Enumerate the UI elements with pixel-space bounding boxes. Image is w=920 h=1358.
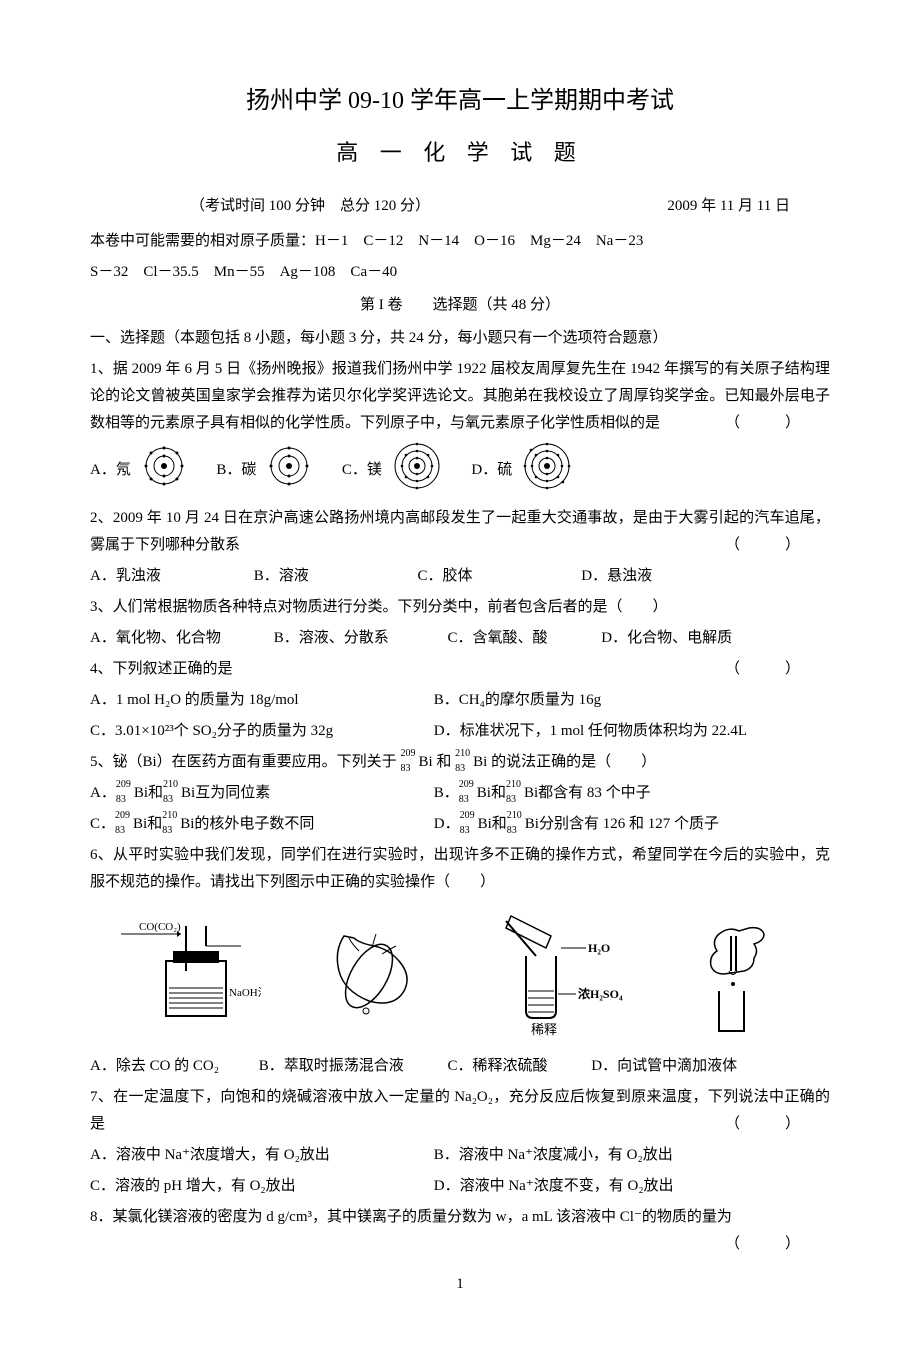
diagram-a: CO(CO₂) NaOH溶液 (111, 916, 261, 1043)
q3-optA: A．氧化物、化合物 (90, 625, 270, 652)
q7-paren: （ ） (725, 1111, 800, 1138)
q6-optC: C．稀释浓硫酸 (448, 1053, 588, 1080)
q6-options: A．除去 CO 的 CO₂ B．萃取时振荡混合液 C．稀释浓硫酸 D．向试管中滴… (90, 1053, 830, 1080)
atom-ne-icon (141, 443, 187, 499)
title-main: 扬州中学 09-10 学年高一上学期期中考试 (90, 80, 830, 123)
q8-body: 8．某氯化镁溶液的密度为 d g/cm³，其中镁离子的质量分数为 w，a mL … (90, 1209, 732, 1225)
diagram-c: H₂O 浓H₂SO₄ 稀释 (476, 906, 626, 1043)
label-h2o: H₂O (588, 941, 610, 955)
q7-optD: D．溶液中 Na⁺浓度不变，有 O₂放出 (434, 1173, 674, 1200)
q5-optC: C．20983Bi 和 21083Bi 的核外电子数不同 (90, 811, 430, 838)
section-1-desc: 一、选择题（本题包括 8 小题，每小题 3 分，共 24 分，每小题只有一个选项… (90, 325, 830, 352)
q3-options: A．氧化物、化合物 B．溶液、分散系 C．含氧酸、酸 D．化合物、电解质 (90, 625, 830, 652)
label-h2so4: 浓H₂SO₄ (578, 986, 623, 1001)
isotope-209bi: 20983Bi (400, 749, 432, 776)
q5-optA: A．20983Bi 和 21083Bi 互为同位素 (90, 780, 430, 807)
title-sub: 高 一 化 学 试 题 (90, 133, 830, 173)
q1-body: 1、据 2009 年 6 月 5 日《扬州晚报》报道我们扬州中学 1922 届校… (90, 361, 830, 431)
q7-optsCD: C．溶液的 pH 增大，有 O₂放出 D．溶液中 Na⁺浓度不变，有 O₂放出 (90, 1173, 830, 1200)
q1-options: A．氖 B．碳 C．镁 D．硫 (90, 441, 830, 501)
diagram-d (669, 916, 809, 1043)
q2-optD: D．悬浊液 (581, 563, 652, 590)
q7-optA: A．溶液中 Na⁺浓度增大，有 O₂放出 (90, 1142, 430, 1169)
exam-info-row: （考试时间 100 分钟 总分 120 分） 2009 年 11 月 11 日 (90, 193, 830, 220)
q4-body: 4、下列叙述正确的是 (90, 661, 233, 677)
q2-optB: B．溶液 (254, 563, 414, 590)
q1-optA: A．氖 (90, 457, 131, 484)
label-xishi: 稀释 (531, 1022, 557, 1036)
q4-optB: B．CH₄的摩尔质量为 16g (434, 687, 601, 714)
q3-optD: D．化合物、电解质 (601, 625, 732, 652)
label-co: CO(CO₂) (139, 921, 181, 933)
q4-optsCD: C．3.01×10²³个 SO₂分子的质量为 32g D．标准状况下，1 mol… (90, 718, 830, 745)
q6-optD: D．向试管中滴加液体 (591, 1053, 737, 1080)
q2-text: 2、2009 年 10 月 24 日在京沪高速公路扬州境内高邮段发生了一起重大交… (90, 505, 830, 559)
q3-optB: B．溶液、分散系 (274, 625, 444, 652)
q1-optC: C．镁 (342, 457, 382, 484)
q8-text: 8．某氯化镁溶液的密度为 d g/cm³，其中镁离子的质量分数为 w，a mL … (90, 1204, 830, 1231)
q5-pre: 5、铋（Bi）在医药方面有重要应用。下列关于 (90, 754, 400, 770)
q5-text: 5、铋（Bi）在医药方面有重要应用。下列关于 20983Bi 和 21083Bi… (90, 749, 830, 776)
exam-time: （考试时间 100 分钟 总分 120 分） (190, 193, 430, 220)
q4-optD: D．标准状况下，1 mol 任何物质体积均为 22.4L (434, 718, 747, 745)
atom-mg-icon (392, 441, 442, 501)
q7-body: 7、在一定温度下，向饱和的烧碱溶液中放入一定量的 Na₂O₂，充分反应后恢复到原… (90, 1089, 830, 1132)
label-naoh: NaOH溶液 (229, 985, 261, 999)
q1-text: 1、据 2009 年 6 月 5 日《扬州晚报》报道我们扬州中学 1922 届校… (90, 356, 830, 437)
q4-optC: C．3.01×10²³个 SO₂分子的质量为 32g (90, 718, 430, 745)
q5-optB: B．20983Bi 和 21083Bi 都含有 83 个中子 (434, 780, 651, 807)
q4-paren: （ ） (725, 656, 800, 683)
q5-optsCD: C．20983Bi 和 21083Bi 的核外电子数不同 D．20983Bi 和… (90, 811, 830, 838)
q4-optsAB: A．1 mol H₂O 的质量为 18g/mol B．CH₄的摩尔质量为 16g (90, 687, 830, 714)
atomic-mass-line1: 本卷中可能需要的相对原子质量：H－1 C－12 N－14 O－16 Mg－24 … (90, 228, 830, 255)
q8-paren: （ ） (725, 1231, 800, 1258)
q3-text: 3、人们常根据物质各种特点对物质进行分类。下列分类中，前者包含后者的是（ ） (90, 594, 830, 621)
q2-paren: （ ） (725, 532, 800, 559)
atomic-mass-line2: S－32 Cl－35.5 Mn－55 Ag－108 Ca－40 (90, 259, 830, 286)
q5-post: 的说法正确的是（ ） (491, 754, 656, 770)
isotope-210bi: 21083Bi (455, 749, 487, 776)
q7-optB: B．溶液中 Na⁺浓度减小，有 O₂放出 (434, 1142, 673, 1169)
q7-text: 7、在一定温度下，向饱和的烧碱溶液中放入一定量的 Na₂O₂，充分反应后恢复到原… (90, 1084, 830, 1138)
q2-optA: A．乳浊液 (90, 563, 250, 590)
q6-diagrams: CO(CO₂) NaOH溶液 (90, 906, 830, 1043)
q6-optB: B．萃取时振荡混合液 (259, 1053, 444, 1080)
exam-date: 2009 年 11 月 11 日 (667, 193, 790, 220)
q3-optC: C．含氧酸、酸 (448, 625, 598, 652)
q1-paren: （ ） (725, 410, 800, 437)
q7-optC: C．溶液的 pH 增大，有 O₂放出 (90, 1173, 430, 1200)
page-number: 1 (90, 1271, 830, 1298)
q6-optA: A．除去 CO 的 CO₂ (90, 1053, 255, 1080)
q1-optB: B．碳 (216, 457, 256, 484)
diagram-b (304, 916, 434, 1043)
section-1-header: 第 I 卷 选择题（共 48 分） (90, 292, 830, 319)
atom-c-icon (266, 443, 312, 499)
q4-optA: A．1 mol H₂O 的质量为 18g/mol (90, 687, 430, 714)
atom-s-icon (522, 441, 572, 501)
q4-text: 4、下列叙述正确的是 （ ） (90, 656, 830, 683)
q2-body: 2、2009 年 10 月 24 日在京沪高速公路扬州境内高邮段发生了一起重大交… (90, 510, 830, 553)
q5-optD: D．20983Bi 和 21083Bi 分别含有 126 和 127 个质子 (434, 811, 719, 838)
q2-optC: C．胶体 (418, 563, 578, 590)
q5-optsAB: A．20983Bi 和 21083Bi 互为同位素 B．20983Bi 和 21… (90, 780, 830, 807)
q7-optsAB: A．溶液中 Na⁺浓度增大，有 O₂放出 B．溶液中 Na⁺浓度减小，有 O₂放… (90, 1142, 830, 1169)
q1-optD: D．硫 (471, 457, 512, 484)
q6-text: 6、从平时实验中我们发现，同学们在进行实验时，出现许多不正确的操作方式，希望同学… (90, 842, 830, 896)
q2-options: A．乳浊液 B．溶液 C．胶体 D．悬浊液 (90, 563, 830, 590)
q5-mid: 和 (436, 754, 455, 770)
